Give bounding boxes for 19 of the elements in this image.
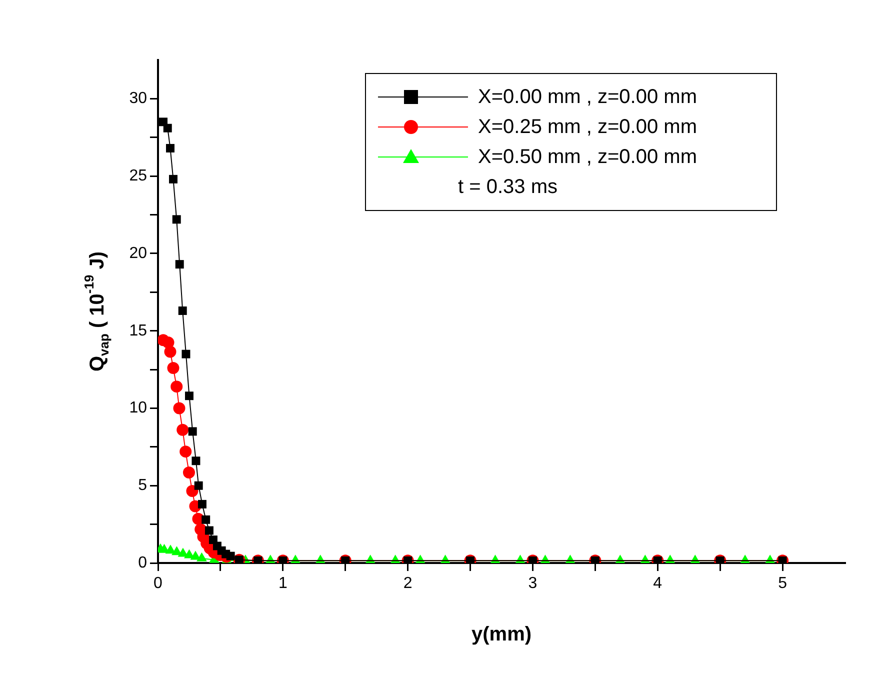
y-tick-label: 10 [129,400,148,417]
y-axis-title: Qvap ( 10-19 J) [82,251,112,372]
x-tick-label: 5 [778,575,788,592]
legend-label: X=0.25 mm , z=0.00 mm [478,116,697,138]
y-tick-label: 30 [129,90,148,108]
legend-label: X=0.50 mm , z=0.00 mm [478,146,697,168]
y-tick-label: 20 [129,244,148,262]
x-tick-label: 4 [653,575,662,592]
x-tick-label: 0 [154,575,163,592]
y-tick-label: 0 [138,554,148,572]
x-tick-label: 1 [278,575,288,592]
y-tick-label: 15 [129,322,148,340]
legend-label: X=0.00 mm , z=0.00 mm [478,86,697,108]
y-tick-label: 25 [129,167,148,184]
x-axis-title: y(mm) [471,624,532,646]
x-tick-label: 2 [403,575,412,592]
y-tick-label: 5 [138,477,148,494]
x-tick-label: 3 [528,575,538,592]
annotation: t = 0.33 ms [457,175,558,200]
